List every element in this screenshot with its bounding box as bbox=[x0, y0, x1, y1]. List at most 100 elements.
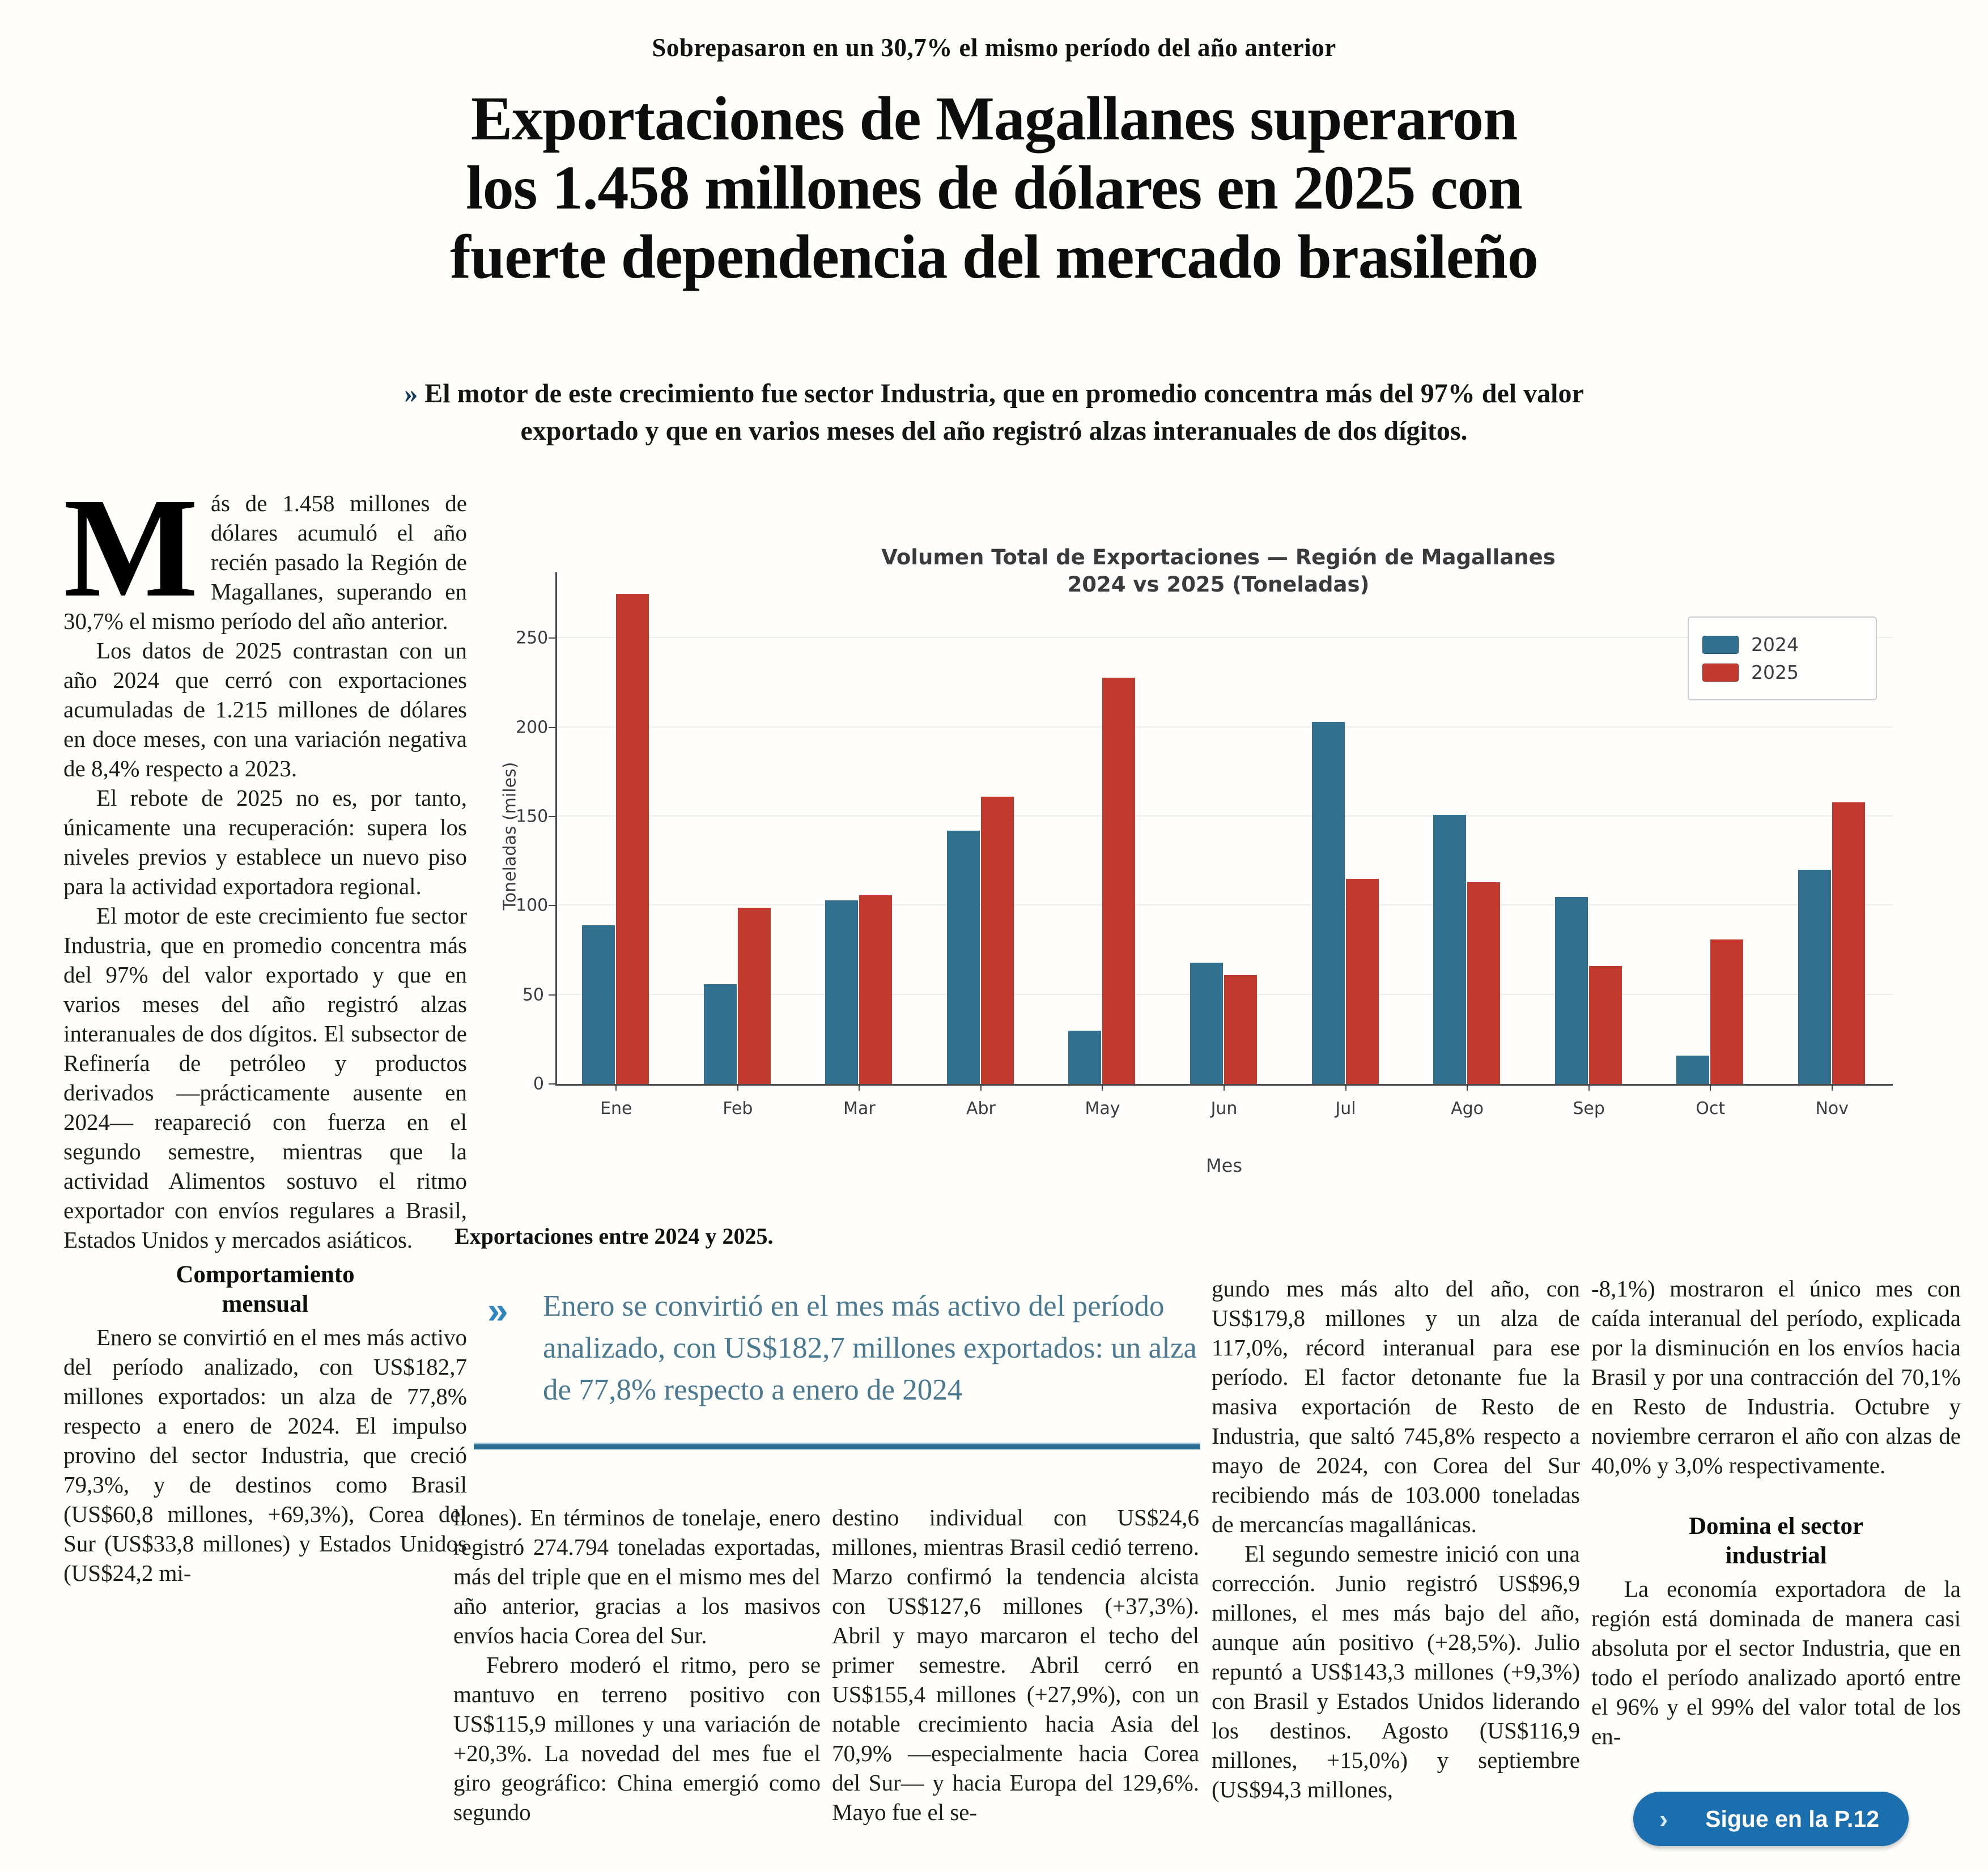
bar-2024-Mar bbox=[825, 900, 859, 1084]
gridline bbox=[557, 726, 1893, 728]
bar-2024-Feb bbox=[703, 984, 737, 1084]
paragraph: El segundo semestre inició con una corre… bbox=[1212, 1541, 1580, 1802]
bar-2025-Mar bbox=[859, 895, 893, 1084]
x-tick-mark bbox=[1345, 1084, 1346, 1091]
x-tick-label: Jul bbox=[1335, 1099, 1356, 1119]
bar-2025-Sep bbox=[1588, 966, 1622, 1084]
y-tick-mark bbox=[549, 994, 555, 996]
deck-text: El motor de este crecimiento fue sector … bbox=[424, 379, 1584, 446]
y-axis-label: Toneladas (miles) bbox=[500, 762, 520, 911]
legend-label-2024: 2024 bbox=[1751, 633, 1799, 656]
x-tick-mark bbox=[1467, 1084, 1468, 1091]
y-tick-label: 50 bbox=[522, 985, 544, 1005]
bar-2024-Abr bbox=[946, 831, 980, 1084]
pull-quote: » Enero se convirtió en el mes más activ… bbox=[454, 1285, 1200, 1449]
article-column-5: -8,1%) mostraron el único mes con caída … bbox=[1591, 1274, 1961, 1751]
pullquote-rule bbox=[474, 1443, 1200, 1449]
legend-swatch-2024 bbox=[1702, 635, 1739, 654]
y-tick-mark bbox=[549, 816, 555, 818]
bar-2024-Jun bbox=[1190, 963, 1223, 1084]
legend-swatch-2025 bbox=[1702, 663, 1739, 682]
bar-2025-Feb bbox=[737, 907, 771, 1084]
paragraph: El motor de este crecimiento fue sector … bbox=[63, 903, 467, 1253]
y-tick-mark bbox=[549, 726, 555, 728]
section-subhead: Domina el sector industrial bbox=[1688, 1513, 1864, 1569]
pullquote-text: Enero se convirtió en el mes más activo … bbox=[543, 1290, 1197, 1406]
y-tick-label: 150 bbox=[516, 806, 549, 827]
paragraph: gundo mes más alto del año, con US$179,8… bbox=[1212, 1275, 1580, 1537]
headline-line-1: Exportaciones de Magallanes superaron bbox=[470, 84, 1518, 153]
x-tick-label: Feb bbox=[723, 1099, 753, 1119]
bar-2024-Jul bbox=[1311, 722, 1345, 1084]
paragraph: Febrero moderó el ritmo, pero se mantuvo… bbox=[453, 1652, 821, 1825]
bar-2024-Sep bbox=[1554, 896, 1588, 1084]
gridline bbox=[557, 815, 1893, 817]
bar-2025-Abr bbox=[980, 797, 1014, 1084]
paragraph: Los datos de 2025 contrastan con un año … bbox=[63, 637, 467, 781]
legend-item-2024: 2024 bbox=[1702, 633, 1862, 656]
pullquote-chevron-icon: » bbox=[487, 1289, 508, 1331]
bar-2025-Jul bbox=[1345, 879, 1379, 1084]
x-axis-label: Mes bbox=[1206, 1155, 1242, 1176]
x-tick-label: Jun bbox=[1210, 1099, 1238, 1119]
paragraph: llones). En términos de tonelaje, enero … bbox=[453, 1504, 821, 1648]
x-tick-mark bbox=[1588, 1084, 1590, 1091]
bar-2025-Ene bbox=[616, 593, 649, 1084]
bar-2025-Oct bbox=[1710, 939, 1744, 1084]
article-column-3: destino individual con US$24,6 millones,… bbox=[832, 1503, 1199, 1827]
headline: Exportaciones de Magallanes superaron lo… bbox=[144, 84, 1844, 291]
x-tick-mark bbox=[980, 1084, 982, 1091]
paragraph: Enero se convirtió en el mes más activo … bbox=[63, 1324, 467, 1586]
x-tick-mark bbox=[737, 1084, 738, 1091]
headline-line-2: los 1.458 millones de dólares en 2025 co… bbox=[466, 153, 1523, 222]
continue-reading-button[interactable]: › Sigue en la P.12 bbox=[1633, 1792, 1909, 1846]
x-tick-label: Nov bbox=[1815, 1099, 1849, 1119]
y-tick-mark bbox=[549, 637, 555, 639]
y-axis-spine bbox=[555, 572, 557, 1084]
headline-line-3: fuerte dependencia del mercado brasileño bbox=[450, 222, 1538, 291]
legend-item-2025: 2025 bbox=[1702, 661, 1862, 683]
bar-2024-Nov bbox=[1798, 870, 1831, 1084]
y-tick-label: 0 bbox=[533, 1074, 544, 1094]
deck-chevron-icon: » bbox=[404, 379, 418, 409]
article-column-4: gundo mes más alto del año, con US$179,8… bbox=[1212, 1274, 1580, 1804]
bar-2024-Ene bbox=[582, 925, 615, 1084]
bar-2025-Ago bbox=[1467, 882, 1501, 1084]
y-tick-label: 200 bbox=[516, 717, 549, 738]
x-tick-mark bbox=[859, 1084, 860, 1091]
y-tick-mark bbox=[549, 905, 555, 907]
x-tick-label: Mar bbox=[843, 1099, 876, 1119]
bar-chart: Volumen Total de Exportaciones — Región … bbox=[493, 537, 1983, 1200]
bar-2025-Jun bbox=[1224, 975, 1257, 1084]
paragraph: El rebote de 2025 no es, por tanto, únic… bbox=[63, 785, 467, 899]
x-tick-label: Oct bbox=[1696, 1099, 1726, 1119]
gridline bbox=[557, 637, 1893, 639]
gridline bbox=[557, 904, 1893, 906]
x-tick-mark bbox=[615, 1084, 617, 1091]
section-subhead: Comportamiento mensual bbox=[176, 1261, 355, 1317]
deck: » El motor de este crecimiento fue secto… bbox=[342, 375, 1646, 450]
dropcap-letter: M bbox=[63, 468, 198, 627]
legend-label-2025: 2025 bbox=[1751, 661, 1799, 683]
x-tick-label: Ene bbox=[600, 1099, 632, 1119]
paragraph: La economía exportadora de la región est… bbox=[1591, 1576, 1961, 1749]
x-tick-label: May bbox=[1085, 1099, 1120, 1119]
bar-2025-May bbox=[1102, 677, 1136, 1084]
continue-button-label: Sigue en la P.12 bbox=[1705, 1805, 1879, 1832]
kicker: Sobrepasaron en un 30,7% el mismo períod… bbox=[652, 33, 1336, 62]
x-tick-label: Sep bbox=[1573, 1099, 1605, 1119]
bar-2024-Oct bbox=[1676, 1055, 1710, 1084]
figure-caption: Exportaciones entre 2024 y 2025. bbox=[454, 1223, 774, 1249]
chart-title-line-2: 2024 vs 2025 (Toneladas) bbox=[1067, 572, 1370, 597]
chart-legend: 2024 2025 bbox=[1688, 616, 1877, 700]
chart-plot-area: 0 50 100 150 200 250 Ene Feb Mar Abr May Jun Jul Ago S… bbox=[516, 572, 1893, 1119]
paragraph: -8,1%) mostraron el único mes con caída … bbox=[1591, 1275, 1961, 1478]
chevron-right-icon: › bbox=[1659, 1804, 1668, 1834]
x-tick-mark bbox=[1710, 1084, 1711, 1091]
x-tick-label: Ago bbox=[1451, 1099, 1484, 1119]
paragraph: destino individual con US$24,6 millones,… bbox=[832, 1504, 1199, 1825]
y-tick-label: 100 bbox=[516, 895, 549, 916]
